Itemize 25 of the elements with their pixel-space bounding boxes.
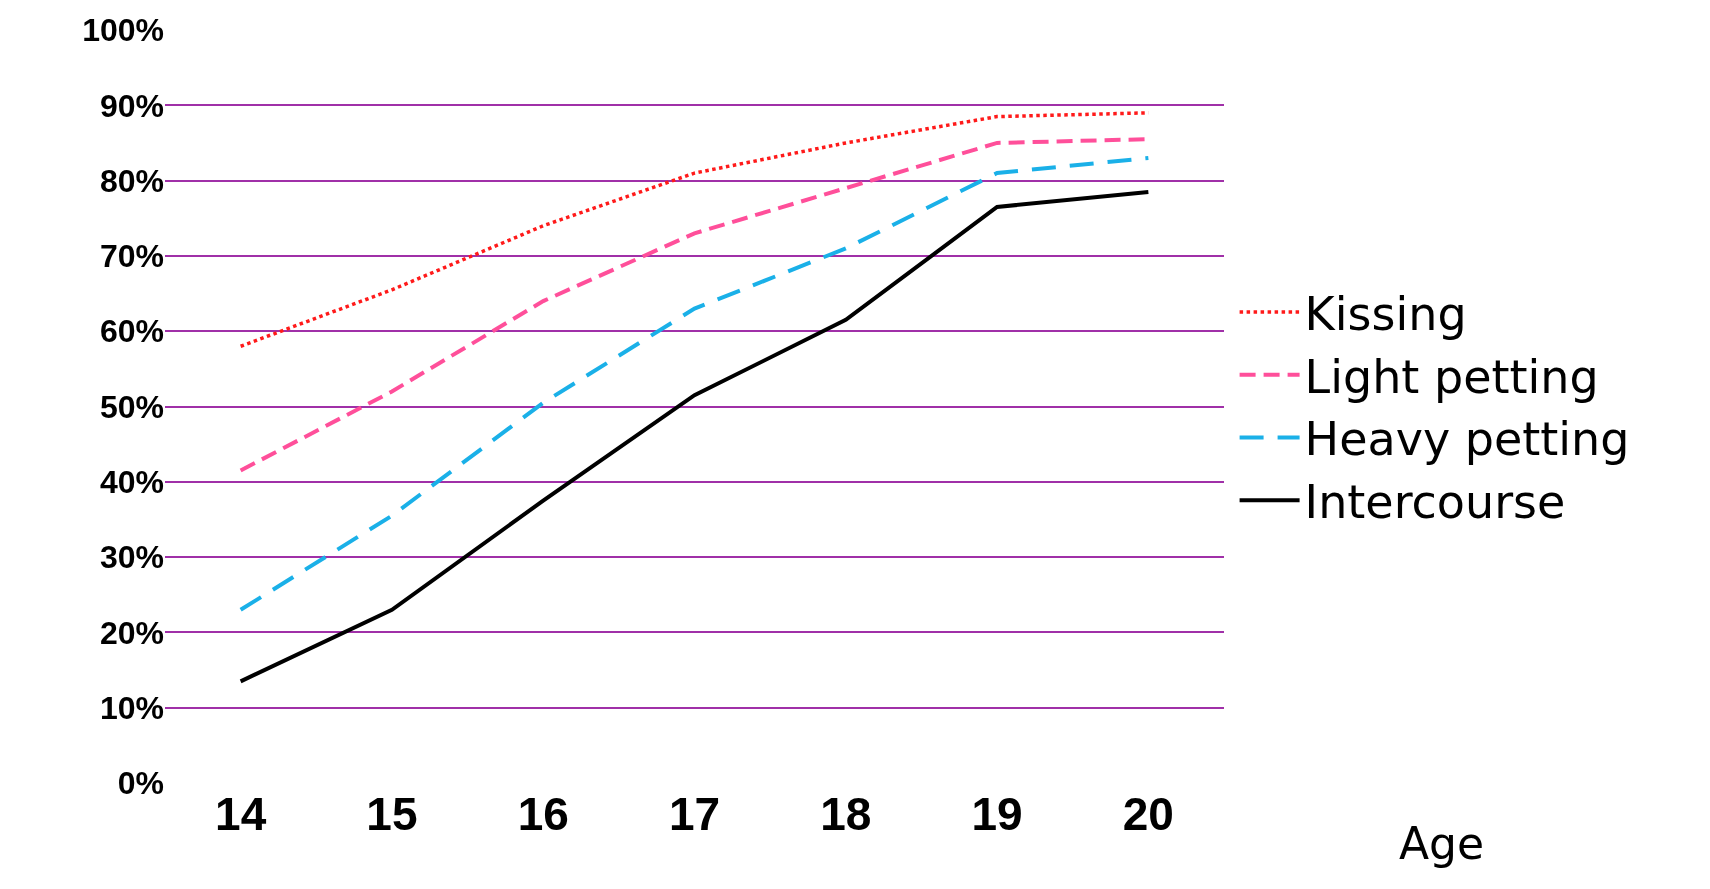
x-tick-label: 19 — [971, 788, 1023, 840]
x-tick-label: 17 — [668, 788, 721, 840]
y-tick-label: 80% — [99, 162, 164, 199]
y-tick-label: 30% — [99, 539, 164, 576]
legend-label: Kissing — [1304, 286, 1467, 341]
legend-label: Light petting — [1304, 349, 1599, 404]
x-axis-title: Age — [1399, 818, 1485, 869]
line-series — [238, 189, 1151, 684]
y-tick-label: 70% — [99, 238, 164, 275]
legend-label: Intercourse — [1304, 475, 1566, 530]
x-tick-label: 20 — [1122, 788, 1174, 840]
y-tick-label: 50% — [99, 388, 164, 425]
y-tick-label: 100% — [82, 12, 164, 49]
x-tick-label: 15 — [366, 788, 418, 840]
y-tick-label: 10% — [99, 689, 164, 726]
y-tick-label: 60% — [99, 313, 164, 350]
y-tick-label: 0% — [117, 765, 164, 802]
line-series — [238, 156, 1151, 612]
x-tick-label: 18 — [820, 788, 872, 840]
x-tick-label: 14 — [215, 788, 267, 840]
y-tick-label: 40% — [99, 464, 164, 500]
x-tick-label: 16 — [517, 788, 569, 840]
y-tick-label: 90% — [99, 87, 164, 124]
legend-label: Heavy petting — [1304, 412, 1630, 467]
y-tick-label: 20% — [99, 614, 164, 651]
